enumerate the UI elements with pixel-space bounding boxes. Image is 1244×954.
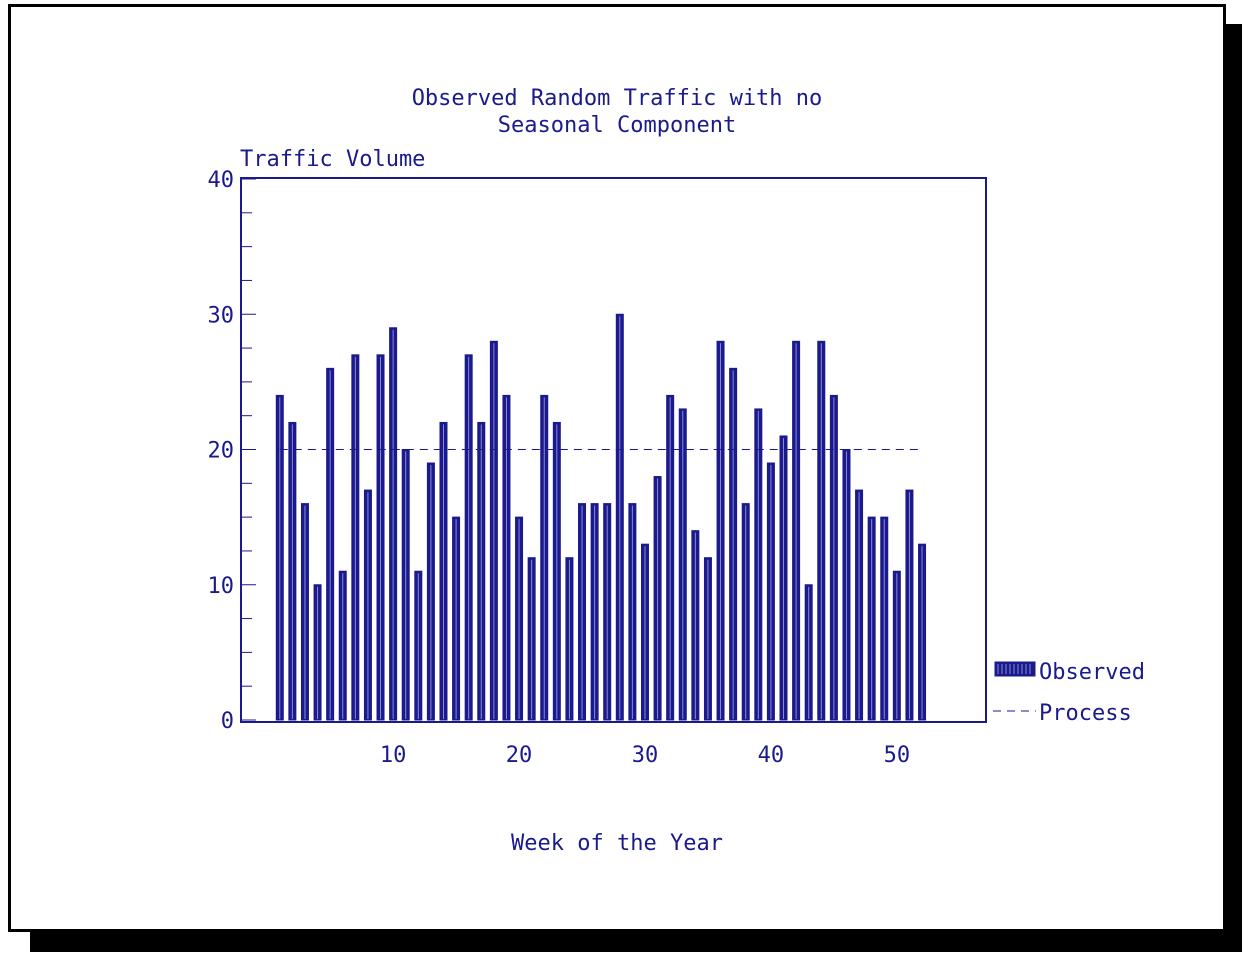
x-tick-label: 10 [380, 743, 407, 768]
y-axis-label: Traffic Volume [240, 147, 425, 172]
y-tick-label: 20 [208, 439, 235, 464]
x-axis-ticks: 10 20 30 40 50 [380, 743, 910, 768]
legend-observed-swatch [994, 661, 1036, 677]
plot-area-border [240, 177, 987, 723]
y-tick-label: 0 [221, 709, 234, 734]
x-tick-label: 40 [758, 743, 785, 768]
x-tick-label: 30 [632, 743, 659, 768]
x-tick-label: 50 [884, 743, 911, 768]
chart-title-line1: Observed Random Traffic with no [412, 86, 823, 111]
y-tick-label: 40 [208, 168, 235, 193]
legend-observed-hatch [997, 664, 1031, 674]
x-tick-label: 20 [506, 743, 533, 768]
y-tick-label: 10 [208, 574, 235, 599]
chart-title-line2: Seasonal Component [498, 113, 736, 138]
legend-observed-label: Observed [1039, 660, 1145, 685]
bars-group [275, 313, 927, 721]
legend-process-label: Process [1039, 701, 1132, 726]
y-tick-label: 30 [208, 303, 235, 328]
y-axis-ticks: 0 10 20 30 40 [208, 168, 256, 734]
x-axis-label: Week of the Year [511, 831, 723, 856]
